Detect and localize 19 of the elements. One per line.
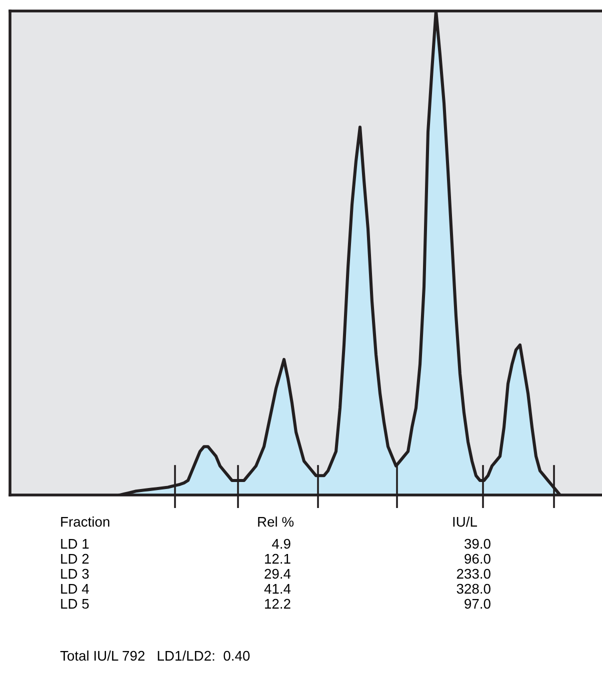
text: 4.9 xyxy=(272,538,290,549)
text: 328.0 xyxy=(456,584,490,594)
text: 96.0 xyxy=(464,554,490,564)
text: 97.0 xyxy=(464,598,490,609)
text: LD 2 xyxy=(61,554,89,564)
text: 12.2 xyxy=(265,598,290,609)
text: 29.4 xyxy=(264,568,291,579)
text: 39.0 xyxy=(464,538,490,549)
text: 233.0 xyxy=(456,568,490,579)
text: LD 5 xyxy=(61,599,89,609)
text: Total IU/L 792 LD1/LD2: 0.40 xyxy=(60,650,250,661)
text: 12.1 xyxy=(265,554,290,564)
text: 41.4 xyxy=(264,584,291,594)
text: LD 1 xyxy=(61,539,89,549)
text: IU/L xyxy=(453,516,478,527)
text: LD 4 xyxy=(61,584,89,594)
text: Fraction xyxy=(61,516,110,527)
text: Rel % xyxy=(258,516,294,527)
text: LD 3 xyxy=(61,568,89,579)
